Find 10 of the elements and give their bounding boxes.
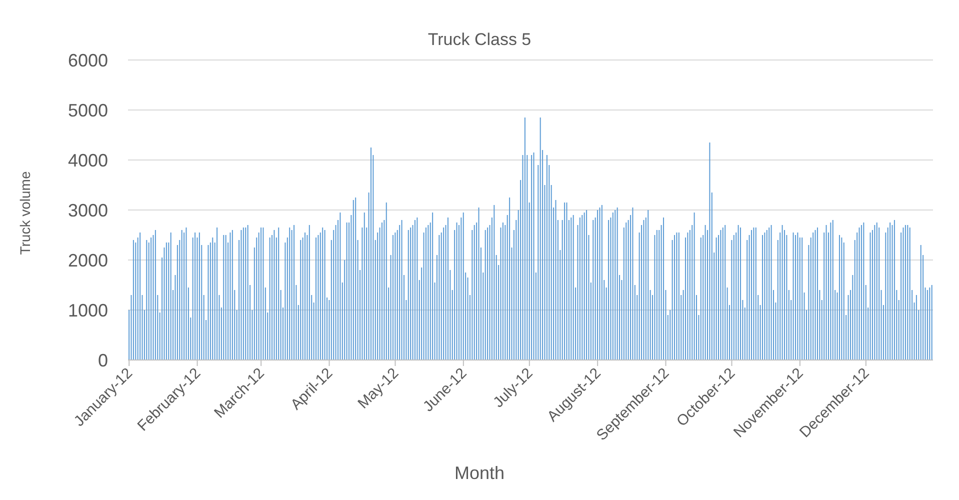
y-tick-label: 2000 <box>68 250 108 270</box>
chart-title: Truck Class 5 <box>426 29 532 51</box>
y-tick-label: 1000 <box>68 300 108 320</box>
y-tick-label: 3000 <box>68 200 108 220</box>
y-tick-label: 5000 <box>68 100 108 120</box>
y-tick-label: 4000 <box>68 150 108 170</box>
y-tick-label: 6000 <box>68 50 108 70</box>
y-axis-title: Truck volume <box>17 171 34 255</box>
y-tick-label: 0 <box>98 350 108 370</box>
x-axis-title: Month <box>453 463 506 484</box>
